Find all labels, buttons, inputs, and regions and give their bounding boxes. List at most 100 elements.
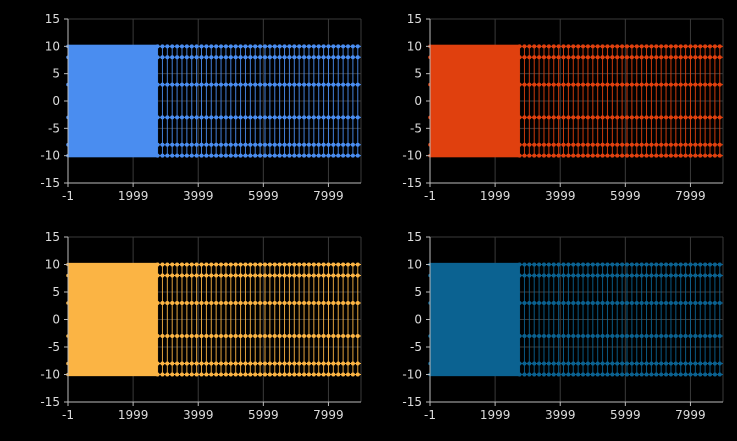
data-point: [311, 301, 316, 305]
x-tick-label: 3999: [183, 408, 214, 422]
data-point: [566, 115, 571, 120]
data-point: [355, 82, 360, 87]
data-point: [355, 153, 360, 158]
x-tick-label: 3999: [183, 189, 214, 203]
data-point: [331, 55, 336, 60]
data-point: [297, 44, 302, 49]
data-point: [610, 142, 615, 147]
data-point: [199, 361, 204, 366]
data-point: [581, 301, 586, 305]
data-point: [581, 55, 586, 60]
data-point: [302, 301, 307, 305]
data-point: [541, 115, 546, 120]
data-point: [209, 262, 214, 267]
data-point: [175, 44, 180, 49]
data-point: [693, 115, 698, 120]
data-point: [311, 142, 316, 147]
data-point: [179, 361, 184, 366]
data-point: [717, 372, 722, 377]
data-point: [600, 273, 605, 278]
data-point: [262, 372, 267, 377]
data-point: [155, 334, 160, 338]
data-point: [223, 44, 228, 49]
data-point: [639, 273, 644, 278]
data-point: [581, 334, 586, 338]
data-point: [248, 44, 253, 49]
data-point: [649, 115, 654, 120]
data-point: [238, 44, 243, 49]
data-point: [204, 142, 209, 147]
data-point: [292, 262, 297, 267]
data-point: [527, 153, 532, 158]
data-point: [688, 82, 693, 87]
data-point: [615, 44, 620, 49]
data-point: [585, 361, 590, 366]
data-point: [649, 372, 654, 377]
data-point: [620, 153, 625, 158]
data-point: [649, 153, 654, 158]
data-point: [517, 115, 522, 120]
data-point: [321, 115, 326, 120]
data-point: [703, 273, 708, 278]
data-point: [243, 44, 248, 49]
data-point: [532, 44, 537, 49]
data-point: [214, 142, 219, 147]
data-point: [644, 361, 649, 366]
y-tick-label: 0: [414, 94, 422, 108]
data-point: [175, 153, 180, 158]
data-point: [155, 82, 160, 87]
data-point: [668, 153, 673, 158]
data-point: [571, 301, 576, 305]
data-point: [664, 334, 669, 338]
data-point: [253, 115, 258, 120]
data-point: [541, 273, 546, 278]
data-point: [605, 153, 610, 158]
data-point: [223, 372, 228, 377]
data-point: [639, 262, 644, 267]
data-point: [541, 44, 546, 49]
data-point: [566, 262, 571, 267]
data-point: [282, 301, 287, 305]
data-point: [673, 361, 678, 366]
data-point: [321, 372, 326, 377]
data-point: [634, 273, 639, 278]
data-point: [717, 361, 722, 366]
data-point: [331, 82, 336, 87]
data-point: [194, 273, 199, 278]
data-point: [624, 361, 629, 366]
data-point: [678, 361, 683, 366]
data-point: [629, 44, 634, 49]
x-tick-label: 1999: [480, 189, 511, 203]
data-point: [522, 115, 527, 120]
data-point: [654, 372, 659, 377]
data-point: [204, 301, 209, 305]
data-point: [170, 262, 175, 267]
data-point: [175, 361, 180, 366]
data-point: [311, 262, 316, 267]
data-point: [262, 55, 267, 60]
data-point: [194, 142, 199, 147]
data-point: [600, 44, 605, 49]
data-point: [708, 301, 713, 305]
data-point: [209, 44, 214, 49]
data-point: [253, 82, 258, 87]
data-point: [326, 301, 331, 305]
data-point: [248, 142, 253, 147]
data-point: [277, 44, 282, 49]
data-point: [639, 44, 644, 49]
series-dense-region: [430, 44, 520, 158]
data-point: [654, 115, 659, 120]
data-point: [253, 153, 258, 158]
data-point: [346, 153, 351, 158]
data-point: [346, 361, 351, 366]
x-tick-label: 5999: [610, 408, 641, 422]
data-point: [350, 55, 355, 60]
data-point: [209, 82, 214, 87]
data-point: [673, 82, 678, 87]
data-point: [258, 361, 263, 366]
data-point: [336, 115, 341, 120]
data-point: [566, 301, 571, 305]
data-point: [355, 262, 360, 267]
data-point: [634, 372, 639, 377]
data-point: [590, 361, 595, 366]
